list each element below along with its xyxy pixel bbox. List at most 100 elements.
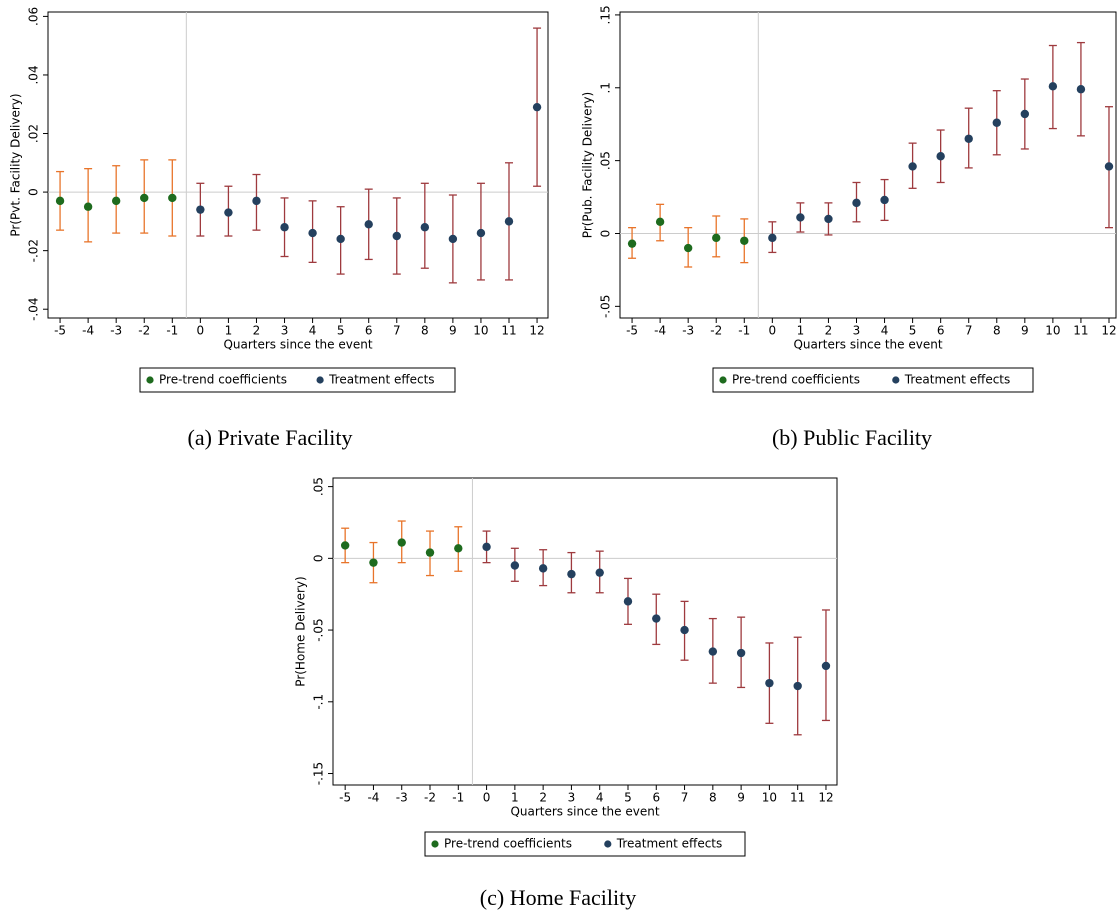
point xyxy=(397,538,406,547)
x-axis-label: Quarters since the event xyxy=(223,338,372,352)
y-tick-label: 0 xyxy=(312,555,326,563)
point xyxy=(532,102,542,112)
point xyxy=(852,198,861,208)
point xyxy=(476,228,486,238)
point xyxy=(796,213,805,222)
x-tick-label: -2 xyxy=(424,791,436,805)
x-tick-label: 7 xyxy=(965,324,973,338)
point xyxy=(1076,85,1086,94)
x-tick-label: 9 xyxy=(737,791,745,805)
legend-marker xyxy=(892,376,900,384)
point xyxy=(712,233,721,243)
y-axis-label: Pr(Home Delivery) xyxy=(294,576,308,686)
y-tick-label: .1 xyxy=(599,82,613,93)
legend-label: Pre-trend coefficients xyxy=(732,373,860,387)
point xyxy=(448,234,458,244)
point xyxy=(655,217,665,227)
point xyxy=(740,236,749,245)
point xyxy=(683,243,693,253)
x-tick-label: 6 xyxy=(937,324,945,338)
point xyxy=(908,162,917,171)
plot-area xyxy=(47,11,549,319)
point xyxy=(652,614,661,623)
y-tick-label: 0 xyxy=(27,188,41,196)
point xyxy=(824,214,833,224)
legend-box xyxy=(712,367,1034,393)
legend-label: Treatment effects xyxy=(328,373,434,387)
x-tick-label: 9 xyxy=(1021,324,1029,338)
x-tick-label: 5 xyxy=(624,791,632,805)
x-axis-label: Quarters since the event xyxy=(510,805,659,819)
x-tick-label: 10 xyxy=(1045,324,1060,338)
x-tick-label: -4 xyxy=(367,791,379,805)
point xyxy=(140,193,149,203)
point xyxy=(364,220,373,229)
point xyxy=(768,233,777,243)
point xyxy=(340,541,350,550)
plot-area xyxy=(619,11,1117,319)
point xyxy=(736,648,746,658)
legend-label: Treatment effects xyxy=(616,837,722,851)
x-tick-label: 7 xyxy=(393,324,401,338)
legend-label: Treatment effects xyxy=(904,373,1010,387)
point xyxy=(336,234,345,244)
x-tick-label: -3 xyxy=(110,324,122,338)
y-tick-label: -.1 xyxy=(312,694,326,710)
x-tick-label: 1 xyxy=(225,324,233,338)
x-tick-label: -2 xyxy=(710,324,722,338)
point xyxy=(510,561,520,570)
x-tick-label: 5 xyxy=(909,324,917,338)
point xyxy=(538,564,548,573)
y-tick-label: .05 xyxy=(599,151,613,170)
point xyxy=(595,568,604,577)
point xyxy=(224,208,233,217)
point xyxy=(623,597,633,606)
x-tick-label: 6 xyxy=(652,791,660,805)
x-tick-label: -1 xyxy=(738,324,750,338)
point xyxy=(765,678,774,688)
x-tick-label: -1 xyxy=(166,324,178,338)
x-tick-label: 8 xyxy=(421,324,429,338)
x-tick-label: 8 xyxy=(709,791,717,805)
x-tick-label: 0 xyxy=(483,791,491,805)
x-tick-label: 2 xyxy=(539,791,547,805)
x-tick-label: -3 xyxy=(682,324,694,338)
point xyxy=(627,239,637,248)
x-tick-label: 10 xyxy=(473,324,488,338)
x-tick-label: 8 xyxy=(993,324,1001,338)
x-tick-label: 11 xyxy=(790,791,805,805)
legend-box xyxy=(424,831,746,857)
point xyxy=(252,196,261,206)
x-tick-label: 2 xyxy=(253,324,261,338)
x-tick-label: 4 xyxy=(881,324,889,338)
point xyxy=(111,196,121,206)
y-tick-label: -.02 xyxy=(27,239,41,262)
x-axis-label: Quarters since the event xyxy=(793,338,942,352)
point xyxy=(308,228,317,238)
point xyxy=(680,625,689,635)
point xyxy=(567,569,576,579)
y-tick-label: -.04 xyxy=(27,298,41,321)
point xyxy=(420,223,430,232)
point xyxy=(936,152,945,161)
legend-marker xyxy=(146,376,154,384)
y-tick-label: .05 xyxy=(312,477,326,496)
x-tick-label: 0 xyxy=(769,324,777,338)
plot-area xyxy=(332,477,838,786)
x-tick-label: 11 xyxy=(1073,324,1088,338)
point xyxy=(369,558,378,567)
x-tick-label: 6 xyxy=(365,324,373,338)
point xyxy=(425,548,435,557)
legend-marker xyxy=(604,840,612,848)
legend-label: Pre-trend coefficients xyxy=(159,373,287,387)
point xyxy=(280,223,289,232)
x-tick-label: 7 xyxy=(681,791,689,805)
caption: (b) Public Facility xyxy=(772,425,932,450)
legend-box xyxy=(139,367,456,393)
point xyxy=(992,118,1001,127)
point xyxy=(821,661,831,671)
caption: (a) Private Facility xyxy=(188,425,353,450)
point xyxy=(964,134,973,143)
y-tick-label: -.05 xyxy=(312,618,326,641)
